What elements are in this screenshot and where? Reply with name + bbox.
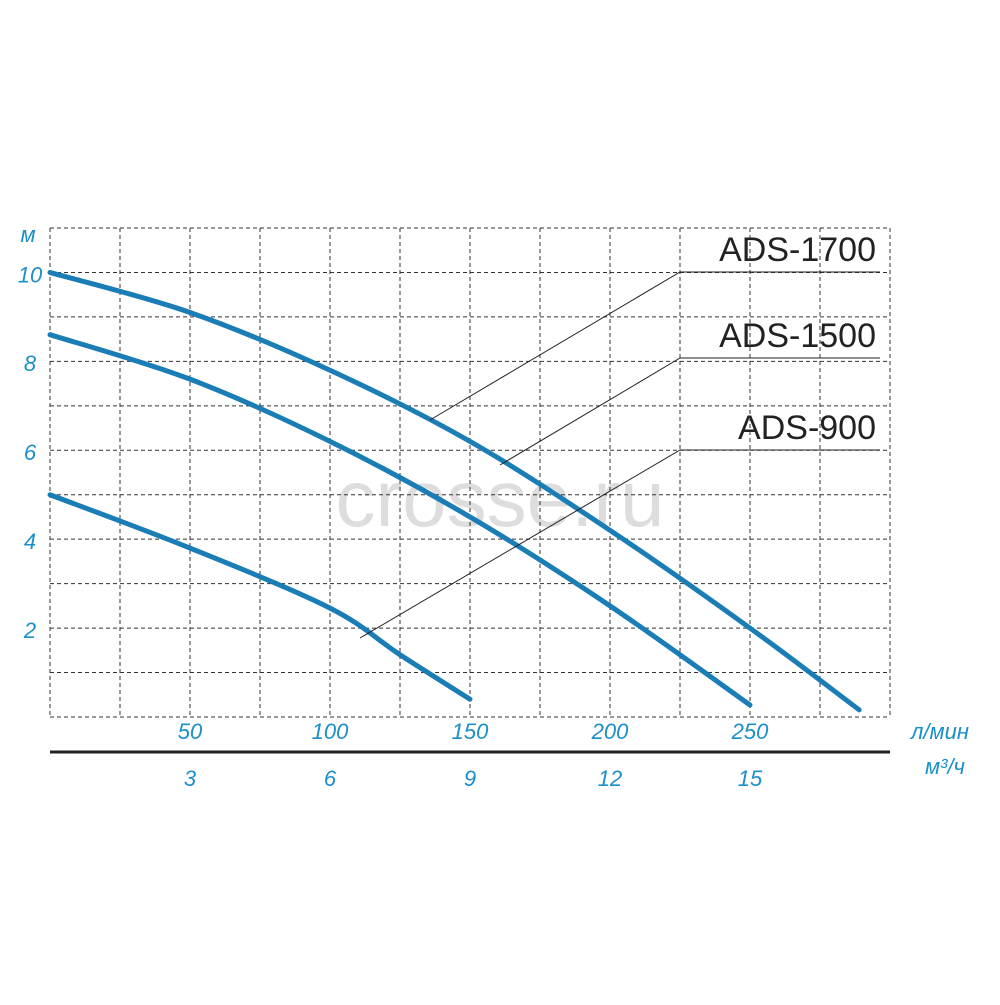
x2-tick-label: 6: [324, 766, 337, 791]
leader-line: [499, 357, 880, 466]
legend-label: ADS-1700: [719, 231, 876, 269]
y-axis-label: м: [20, 222, 35, 247]
y-tick-label: 4: [24, 529, 36, 554]
x2-axis-label: м³/ч: [925, 754, 965, 779]
legend-label: ADS-1500: [719, 317, 876, 355]
curve: [47, 492, 473, 702]
x-tick-label: 50: [178, 719, 203, 744]
y-tick-label: 2: [23, 618, 36, 643]
curve: [47, 269, 862, 713]
x-tick-label: 150: [452, 719, 489, 744]
x-tick-label: 100: [312, 719, 349, 744]
leader-line: [429, 271, 880, 421]
y-tick-label: 6: [24, 440, 37, 465]
x2-tick-label: 12: [598, 766, 622, 791]
x-axis-label: л/мин: [909, 719, 969, 744]
x2-tick-label: 3: [184, 766, 197, 791]
x2-tick-label: 15: [738, 766, 763, 791]
y-tick-label: 8: [24, 351, 37, 376]
x-tick-label: 200: [591, 719, 629, 744]
x2-tick-label: 9: [464, 766, 476, 791]
y-tick-label: 10: [18, 262, 43, 287]
leader-line: [359, 449, 880, 639]
curve: [47, 332, 753, 708]
legend-label: ADS-900: [738, 409, 876, 447]
x-tick-label: 250: [731, 719, 769, 744]
